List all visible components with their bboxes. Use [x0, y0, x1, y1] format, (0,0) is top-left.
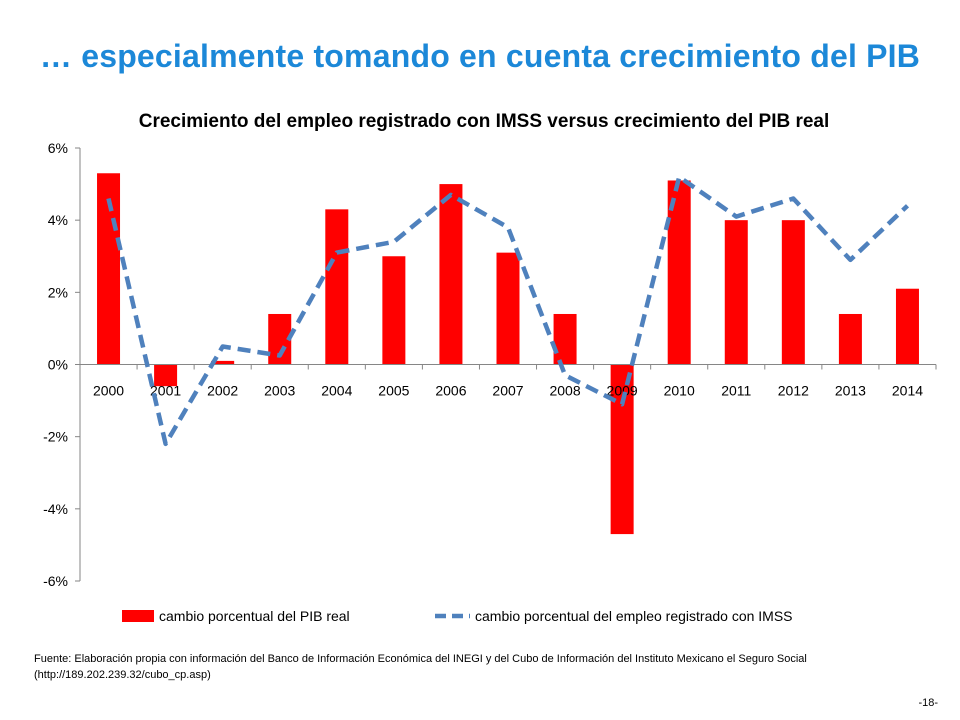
x-tick-label: 2014: [892, 383, 923, 399]
bar-2012: [781, 220, 805, 365]
bar-2014: [895, 288, 919, 365]
bar-2007: [496, 252, 520, 365]
bar-2001: [154, 364, 178, 387]
x-tick-label: 2012: [778, 383, 809, 399]
legend-label-pib: cambio porcentual del PIB real: [159, 608, 350, 624]
bar-2010: [667, 180, 691, 365]
x-tick-label: 2008: [549, 383, 580, 399]
x-tick-label: 2006: [435, 383, 466, 399]
bar-2002: [211, 360, 235, 365]
x-tick-label: 2000: [93, 383, 124, 399]
legend-label-imss: cambio porcentual del empleo registrado …: [475, 608, 793, 624]
source-note: Fuente: Elaboración propia con informaci…: [34, 653, 807, 681]
y-tick-label: 6%: [48, 140, 68, 156]
x-tick-label: 2009: [607, 383, 638, 399]
bar-2011: [724, 220, 748, 365]
bar-2006: [439, 184, 463, 365]
y-tick-label: -6%: [43, 573, 68, 589]
chart-title: Crecimiento del empleo registrado con IM…: [139, 111, 830, 132]
legend: cambio porcentual del PIB real cambio por…: [122, 608, 793, 624]
x-tick-label: 2011: [721, 383, 751, 399]
x-tick-label: 2001: [150, 383, 181, 399]
x-tick-label: 2003: [264, 383, 295, 399]
x-tick-label: 2002: [207, 383, 238, 399]
y-tick-label: -4%: [43, 501, 68, 517]
y-tick-label: 4%: [48, 212, 68, 228]
x-axis: 2000 2001 2002 2003 2004 2005 2006 2007 2008 2009…: [79, 364, 937, 399]
y-tick-label: 2%: [48, 284, 68, 300]
x-tick-label: 2004: [321, 383, 352, 399]
x-tick-label: 2013: [835, 383, 866, 399]
slide-title: … especialmente tomando en cuenta crecim…: [39, 38, 921, 74]
y-tick-label: 0%: [48, 357, 68, 373]
bar-2005: [382, 256, 406, 365]
y-axis: 6% 4% 2% 0% -2% -4% -6%: [43, 140, 80, 589]
y-tick-label: -2%: [43, 429, 68, 445]
bar-2009: [610, 364, 634, 535]
x-tick-label: 2005: [378, 383, 409, 399]
bar-2003: [268, 313, 292, 365]
page-number: -18-: [918, 697, 938, 709]
x-tick-label: 2007: [492, 383, 523, 399]
bar-2008: [553, 313, 577, 365]
bar-2013: [838, 313, 862, 365]
line-series: [106, 174, 910, 447]
x-tick-label: 2010: [664, 383, 695, 399]
legend-swatch-pib: [122, 610, 154, 622]
bar-2004: [325, 209, 349, 365]
employment-line: [106, 174, 910, 447]
bar-series: [97, 173, 919, 535]
